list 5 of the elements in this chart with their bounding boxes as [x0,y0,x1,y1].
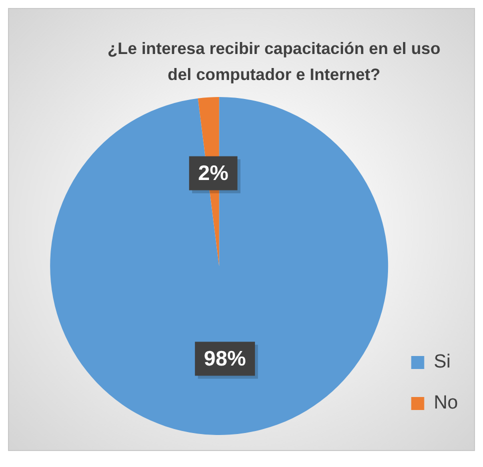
chart-title: ¿Le interesa recibir capacitación en el uso del computador e Internet? [106,39,442,86]
data-label: 98% [204,348,246,371]
data-label: 2% [198,162,229,186]
legend-label: Si [434,352,451,373]
legend-label: No [434,392,458,414]
